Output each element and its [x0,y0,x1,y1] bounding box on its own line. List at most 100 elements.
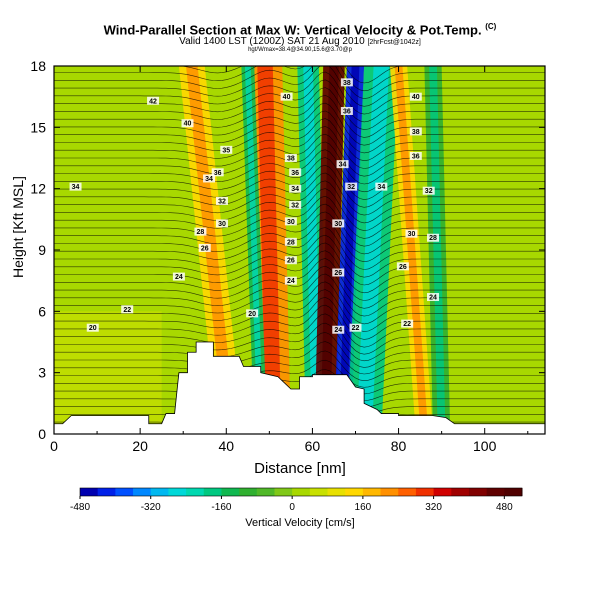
isentrope-26 [54,203,545,247]
velocity-core-6 [356,66,390,434]
velocity-core-4 [320,66,339,434]
isentrope-label-bg [332,325,345,334]
isentrope-label: 40 [283,94,291,101]
chart-title: Wind-Parallel Section at Max W: Vertical… [103,22,497,38]
colorbar-border [79,487,523,497]
isentrope-label: 34 [205,176,213,183]
isentrope-label-bg [405,229,418,238]
isentrope-label: 38 [343,80,351,87]
colorbar-swatch [362,488,382,496]
isentrope-label-bg [198,243,211,252]
colorbar-swatch [274,488,293,496]
isentrope-7 [54,359,545,388]
isentrope-label: 42 [149,98,157,105]
isentrope-label-bg [375,182,388,191]
chart-subtitle: Valid 1400 LST (1200Z) SAT 21 Aug 2010 [… [179,36,421,47]
velocity-core-1 [257,66,282,434]
isentrope-label-bg [284,237,297,246]
colorbar-label: Vertical Velocity [cm/s] [245,517,355,529]
isentrope-label: 32 [218,198,226,205]
isentrope-39 [54,102,545,146]
x-tick-label: 80 [391,438,407,454]
isentrope-label-bg [332,268,345,277]
isentrope-label-bg [172,272,185,281]
x-tick-label: 20 [132,438,148,454]
plot-area: 4240343536343230282624222020403836343230… [54,66,545,434]
colorbar-swatch [415,488,435,496]
isentrope-label: 22 [352,325,360,332]
isentrope-34 [54,141,545,185]
isentrope-label-bg [220,145,233,154]
colorbar-swatch [468,488,488,496]
isentrope-label: 28 [429,235,437,242]
isentrope-22 [54,234,545,278]
isentrope-label-bg [422,186,435,195]
isentrope-label: 26 [399,264,407,271]
isentrope-label: 24 [175,274,183,281]
isentrope-label: 20 [89,325,97,332]
x-tick-label: 0 [50,438,58,454]
isentrope-label: 34 [377,184,385,191]
isentrope-label-bg [284,154,297,162]
y-tick-label: 6 [38,303,46,319]
isentrope-label: 35 [222,147,230,154]
isentrope-label: 38 [412,129,420,136]
isentrope-label: 26 [201,245,209,252]
isentrope-label-bg [215,219,228,228]
x-axis-label: Distance [nm] [254,460,346,477]
isentrope-label-bg [409,127,422,136]
isentrope-label-bg [409,92,422,101]
colorbar-swatch [133,488,152,496]
isentrope-23 [54,227,545,270]
terrain [54,341,545,434]
isentrope-label-bg [289,168,302,177]
isentrope-label-bg [336,160,349,169]
isentrope-label-bg [86,323,99,332]
isentrope-44 [54,66,545,107]
isentrope-32 [54,157,545,200]
isentrope-15 [54,289,545,332]
chart-subsubtitle: hgt/Wmax=38.4@34.90,15.6@3.70@p [248,47,352,53]
isentrope-label-bg [246,309,259,318]
colorbar-swatch [327,488,346,496]
isentrope-label-bg [427,233,440,242]
isentrope-29 [54,180,545,224]
isentrope-label: 34 [72,184,80,191]
colorbar-tick-label: 320 [425,502,442,513]
isentrope-9 [54,341,545,375]
isentrope-label: 24 [287,278,295,285]
isentrope-21 [54,242,545,286]
isentrope-label-bg [401,319,414,328]
isentrope-label: 40 [412,94,420,101]
isentrope-label: 24 [429,295,437,302]
isentrope-label: 28 [287,239,295,246]
y-tick-label: 12 [30,181,46,197]
colorbar-swatch [486,488,505,496]
colorbar-swatch [203,488,222,496]
isentrope-label-bg [289,201,302,210]
x-tick-label: 60 [305,438,321,454]
isentrope-label: 30 [408,231,416,238]
isentrope-43 [54,71,545,115]
colorbar-swatch [221,488,240,496]
colorbar-swatch [345,488,364,496]
colorbar-swatch [451,488,470,496]
isentrope-label: 36 [343,108,351,115]
isentrope-label: 32 [347,184,355,191]
colorbar-tick-label: -320 [141,502,161,513]
isentrope-label-bg [280,92,293,101]
isentrope-label-bg [340,106,353,115]
isentrope-label-bg [181,119,194,128]
velocity-core-2 [244,66,264,434]
colorbar-swatch [239,488,258,496]
isentrope-37 [54,118,545,162]
isentrope-label: 36 [412,153,420,160]
isentrope-label-bg [203,174,216,183]
colorbar-swatch [97,488,116,496]
isentrope-11 [54,322,545,362]
isentrope-17 [54,273,545,317]
isentrope-27 [54,195,545,239]
isentrope-label-bg [396,262,409,271]
